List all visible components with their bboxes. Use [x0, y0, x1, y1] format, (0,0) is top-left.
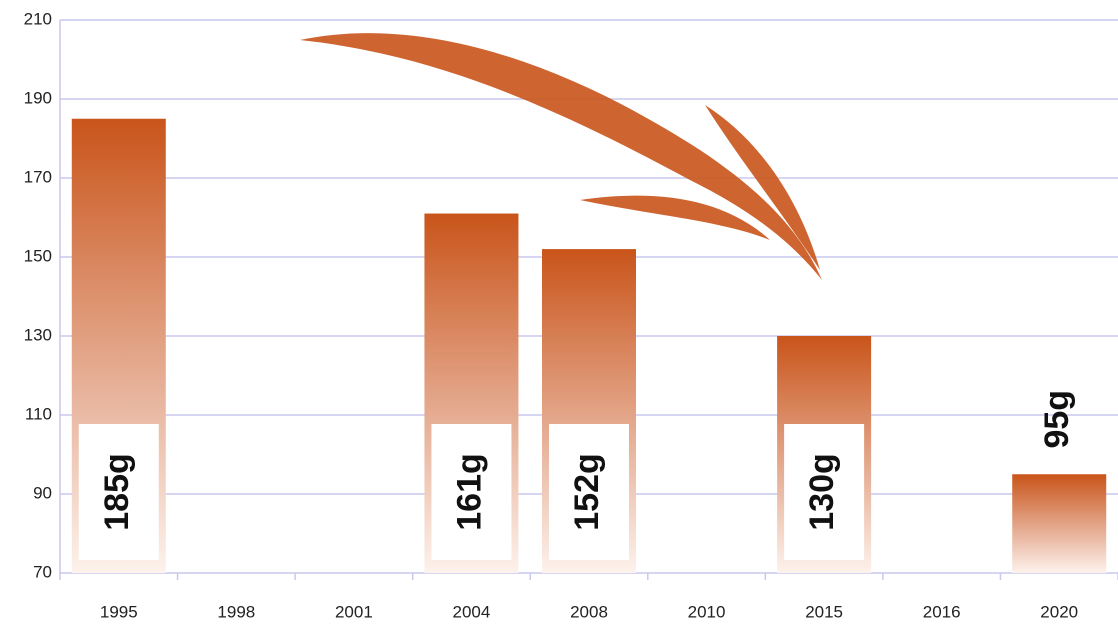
- bar: [1012, 474, 1107, 573]
- decorative-swoosh: [300, 33, 822, 281]
- x-tick-label: 1995: [100, 602, 138, 621]
- y-tick-label: 190: [24, 88, 52, 107]
- x-tick-label: 2008: [570, 602, 608, 621]
- x-tick-label: 2016: [923, 602, 961, 621]
- value-label: 152g: [568, 453, 606, 531]
- value-label: 185g: [98, 453, 136, 531]
- value-label-box: [784, 424, 865, 560]
- x-tick-label: 2004: [453, 602, 491, 621]
- value-label: 130g: [803, 453, 841, 531]
- y-tick-label: 210: [24, 9, 52, 28]
- y-tick-label: 110: [25, 404, 52, 423]
- y-tick-label: 130: [24, 325, 52, 344]
- value-label: 161g: [450, 453, 488, 531]
- y-tick-label: 170: [24, 167, 52, 186]
- value-label-box: [431, 424, 512, 560]
- x-tick-label: 2001: [335, 602, 373, 621]
- y-tick-label: 70: [33, 562, 52, 581]
- value-label: 95g: [1038, 390, 1076, 449]
- y-tick-label: 150: [24, 246, 52, 265]
- value-label-box: [549, 424, 629, 560]
- y-tick-label: 90: [33, 483, 52, 502]
- x-tick-label: 1998: [217, 602, 255, 621]
- x-tick-label: 2020: [1040, 602, 1078, 621]
- value-label-box: [78, 424, 159, 560]
- x-tick-label: 2010: [688, 602, 726, 621]
- x-tick-label: 2015: [805, 602, 843, 621]
